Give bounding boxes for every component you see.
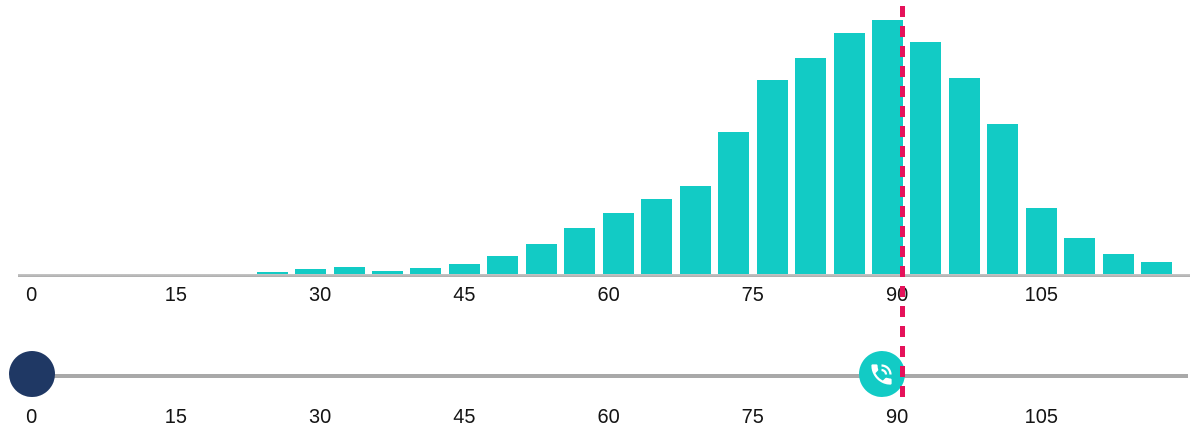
phone-volume-icon (871, 363, 892, 385)
tick-label: 75 (741, 284, 764, 306)
slider-tick-labels: 0 15 30 45 60 75 90 105 (0, 407, 1195, 429)
x-axis-tick-labels: 0 15 30 45 60 75 90 105 (0, 285, 1195, 307)
histogram-bar (256, 271, 288, 276)
histogram-bar (641, 199, 673, 276)
histogram-bar (1141, 262, 1173, 276)
tick-label: 30 (308, 406, 332, 428)
tick-label: 15 (164, 284, 188, 306)
histogram-bar (718, 132, 750, 276)
histogram-bar (871, 20, 903, 276)
histogram-bar (756, 80, 788, 276)
histogram-bar (372, 270, 403, 276)
tick-label: 0 (26, 406, 38, 428)
histogram-bar (487, 256, 519, 276)
histogram-bar (602, 213, 634, 276)
histogram-bar (1025, 208, 1057, 276)
tick-label: 105 (1024, 284, 1058, 306)
tick-label: 90 (885, 406, 909, 428)
histogram-bar (948, 78, 980, 276)
histogram-bar (1064, 238, 1096, 276)
tick-label: 60 (597, 406, 620, 428)
histogram-bar (295, 269, 326, 276)
slider-track[interactable] (10, 374, 1188, 378)
slider-start-handle[interactable] (8, 351, 55, 397)
tick-label: 0 (26, 284, 38, 306)
tick-label: 15 (164, 406, 188, 428)
histogram-bar (525, 244, 557, 276)
histogram-bar (910, 42, 942, 276)
tick-label: 45 (453, 284, 476, 306)
tick-label: 105 (1024, 406, 1058, 428)
threshold-marker-line (900, 6, 906, 398)
tick-label: 60 (597, 284, 620, 306)
histogram-bar (833, 33, 865, 276)
x-axis-line (18, 274, 1190, 277)
histogram-bar (448, 263, 480, 276)
tick-label: 75 (741, 406, 764, 428)
tick-label: 45 (453, 406, 476, 428)
histogram-bar (679, 186, 711, 276)
histogram-bar (564, 228, 596, 276)
histogram-bar (1102, 254, 1134, 276)
tick-label: 30 (308, 284, 332, 306)
histogram-bar (795, 58, 826, 276)
slider-current-handle[interactable] (858, 351, 905, 397)
histogram-bar (987, 124, 1019, 276)
histogram-bar (410, 268, 442, 276)
histogram-bar (333, 267, 365, 276)
